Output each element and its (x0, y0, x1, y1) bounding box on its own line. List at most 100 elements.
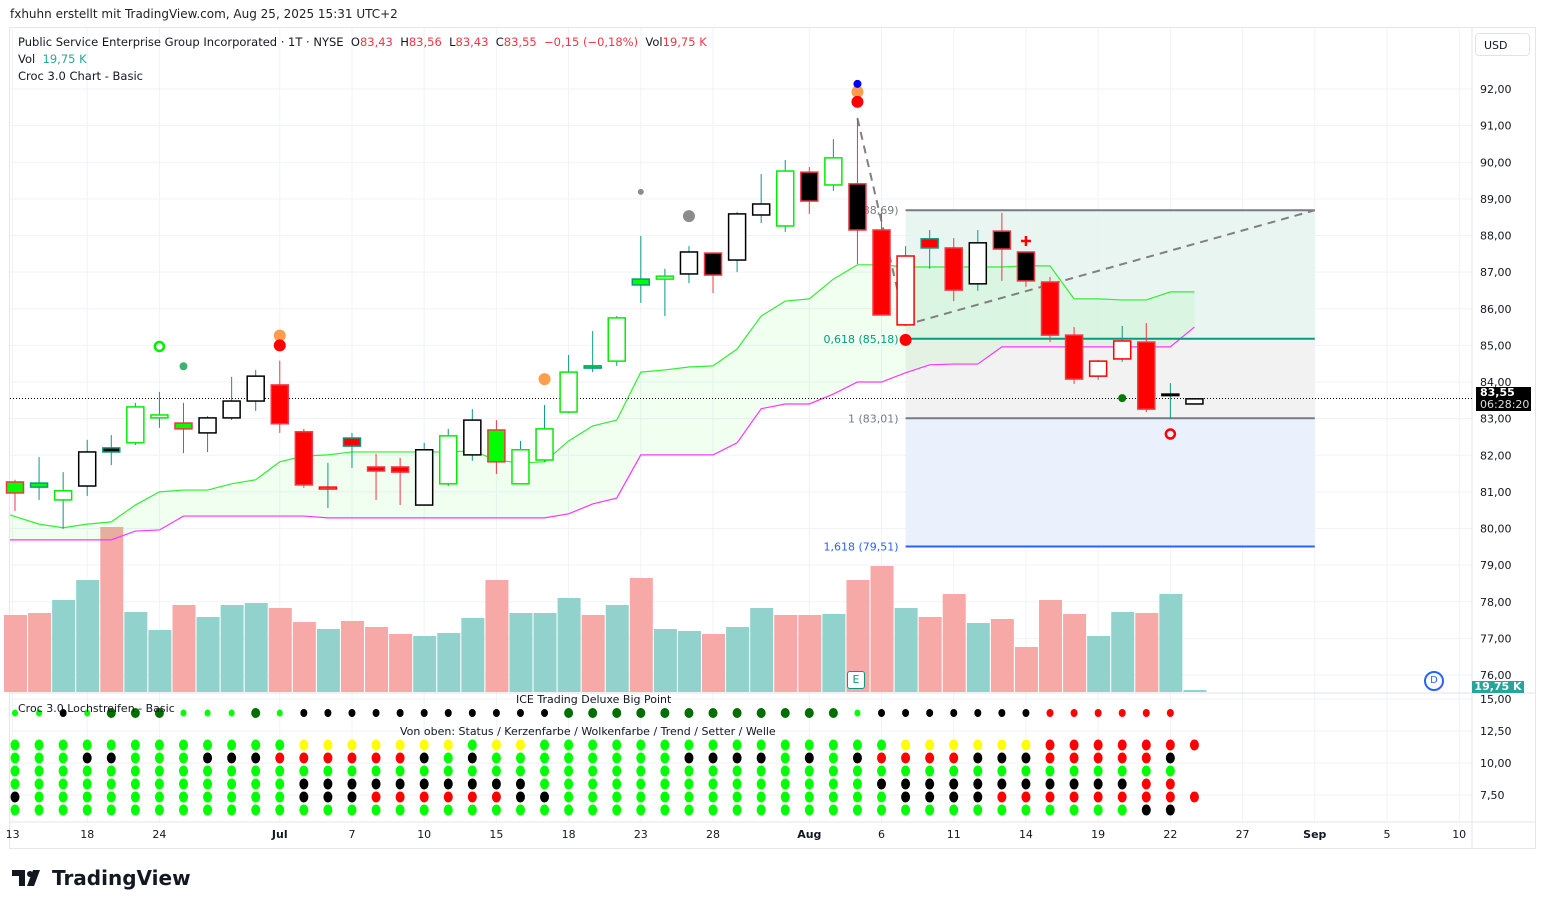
welle-dot (275, 804, 285, 816)
setter-dot (684, 791, 694, 803)
green-ring-signal (153, 340, 166, 353)
trend-dot (780, 778, 790, 790)
candle-body (366, 466, 386, 472)
price-tick-label: 86,00 (1480, 303, 1512, 316)
symbol-legend: Public Service Enterprise Group Incorpor… (18, 35, 707, 49)
candle (174, 402, 193, 454)
candle (655, 268, 675, 317)
candle (775, 160, 795, 232)
setter-dot (804, 791, 814, 803)
earnings-marker-icon[interactable]: E (847, 671, 865, 689)
candle-body (992, 230, 1012, 250)
time-tick-label: Aug (797, 828, 821, 841)
status-dot (347, 739, 357, 751)
kerzenfarbe-dot (1093, 752, 1103, 764)
welle-dot (852, 804, 862, 816)
kerzenfarbe-dot (491, 752, 501, 764)
candle-body (1016, 251, 1036, 282)
lochstreifen-dot (12, 709, 18, 717)
lochstreifen-dot (588, 708, 598, 718)
lochstreifen-dot (974, 709, 982, 717)
time-tick-label: 14 (1019, 828, 1033, 841)
volume-bar (822, 614, 846, 692)
dividend-marker-icon[interactable]: D (1424, 671, 1444, 691)
candle (727, 212, 747, 273)
lochstreifen-panel-title[interactable]: Croc 3.0 Lochstreifen - Basic (18, 702, 175, 715)
symbol-title[interactable]: Public Service Enterprise Group Incorpor… (18, 35, 344, 49)
candle-body (607, 317, 626, 362)
setter-dot (515, 791, 525, 803)
wolkenfarbe-dot (852, 765, 862, 777)
welle-dot (467, 804, 477, 816)
status-dot (515, 739, 525, 751)
kerzenfarbe-dot (347, 752, 357, 764)
trend-dot (443, 778, 453, 790)
trend-dot (1141, 778, 1151, 790)
price-tick-label: 87,00 (1480, 266, 1512, 279)
kerzenfarbe-dot (780, 752, 790, 764)
candle-body (1137, 341, 1156, 410)
trend-dot (804, 778, 814, 790)
close-value: 83,55 (503, 35, 537, 49)
trend-dot (34, 778, 44, 790)
welle-dot (443, 804, 453, 816)
welle-dot (636, 804, 646, 816)
volume-bar (28, 613, 52, 692)
wolkenfarbe-dot (901, 765, 911, 777)
lochstreifen-dot (612, 708, 622, 718)
status-dot (130, 739, 140, 751)
wolkenfarbe-dot (371, 765, 381, 777)
setter-dot (395, 791, 405, 803)
lochstreifen-dot (204, 709, 211, 717)
lochstreifen-dot (468, 709, 476, 717)
candle (414, 442, 434, 506)
setter-dot (1093, 791, 1103, 803)
lochstreifen-dot (541, 709, 549, 717)
setter-dot (949, 791, 959, 803)
wolkenfarbe-dot (877, 765, 887, 777)
candle-body (222, 400, 241, 419)
setter-dot (227, 791, 237, 803)
candle-body (535, 428, 554, 461)
status-dot (395, 739, 405, 751)
indicator-legend[interactable]: Croc 3.0 Chart - Basic (18, 69, 143, 83)
close-label: C (495, 35, 504, 49)
fib-level-label: 0,618 (85,18) (824, 333, 899, 346)
lochstreifen-dot (154, 708, 164, 718)
candle (463, 409, 482, 461)
setter-dot (203, 791, 213, 803)
kerzenfarbe-dot (154, 752, 164, 764)
lower-tick-label: 12,50 (1480, 725, 1512, 738)
setter-dot (1021, 791, 1031, 803)
wolkenfarbe-dot (684, 765, 694, 777)
kerzenfarbe-dot (660, 752, 670, 764)
candle (872, 212, 891, 316)
welle-dot (901, 804, 911, 816)
setter-dot (251, 791, 261, 803)
welle-dot (323, 804, 333, 816)
gray-dot-signal (682, 210, 695, 223)
lochstreifen-dot (684, 708, 694, 718)
candle-body (342, 437, 362, 447)
welle-dot (925, 804, 935, 816)
setter-dot (443, 791, 453, 803)
currency-button[interactable]: USD (1475, 33, 1530, 56)
welle-dot (780, 804, 790, 816)
setter-dot (997, 791, 1007, 803)
candle (1040, 276, 1060, 343)
trend-dot (732, 778, 742, 790)
candle (703, 252, 723, 294)
tradingview-logo[interactable]: TradingView (12, 866, 191, 890)
volume-bar (605, 605, 629, 692)
lochstreifen-dot (372, 709, 380, 717)
trend-dot (636, 778, 646, 790)
volume-legend[interactable]: Vol 19,75 K (18, 52, 87, 66)
setter-dot (901, 791, 911, 803)
kerzenfarbe-dot (925, 752, 935, 764)
orange-dot-signal (851, 85, 864, 98)
candle (751, 173, 771, 224)
status-dot (852, 739, 862, 751)
ice-panel-title[interactable]: ICE Trading Deluxe Big Point (516, 693, 672, 706)
wolkenfarbe-dot (564, 765, 574, 777)
